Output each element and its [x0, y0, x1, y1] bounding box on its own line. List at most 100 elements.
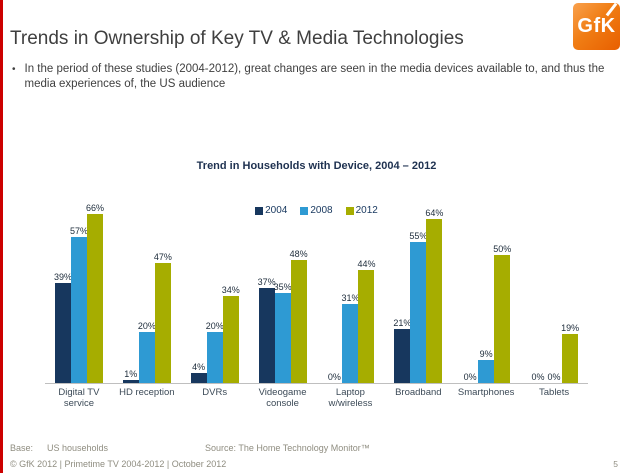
bar-slot: 48% [289, 249, 308, 383]
legend-item-2008: 2008 [300, 205, 333, 216]
bar-value-label: 35% [273, 282, 292, 292]
bar-value-label: 31% [341, 293, 360, 303]
bar-slot: 0% [326, 372, 342, 383]
bar-slot: 50% [493, 244, 512, 383]
chart-title: Trend in Households with Device, 2004 – … [196, 160, 437, 172]
bar-slot: 0% [462, 372, 478, 383]
group-bars: 21% 55% 64% [384, 192, 452, 383]
chart-group: 0% 9% 50% Smartphones [452, 192, 520, 409]
legend-swatch-icon [345, 206, 354, 215]
bullet-row: • In the period of these studies (2004-2… [12, 62, 608, 92]
bar-slot: 20% [137, 321, 156, 383]
footer-base-label: Base: [10, 443, 34, 453]
bar-2008 [138, 332, 155, 383]
category-label: Videogame console [258, 387, 307, 409]
chart-legend: 2004 2008 2012 [45, 205, 588, 216]
legend-label: 2012 [355, 205, 378, 216]
bar-value-label: 66% [85, 203, 104, 213]
bar-2008 [206, 332, 223, 383]
bar-slot: 34% [221, 285, 240, 383]
bar-2012 [358, 270, 375, 383]
bar-value-label: 19% [561, 323, 580, 333]
legend-swatch-icon [255, 206, 264, 215]
bar-slot: 44% [357, 259, 376, 383]
group-bars: 0% 9% 50% [452, 192, 520, 383]
bar-2004 [394, 329, 411, 383]
group-bars: 39% 57% 66% [45, 192, 113, 383]
group-bars: 37% 35% 48% [249, 192, 317, 383]
bar-value-label: 21% [393, 318, 412, 328]
bar-value-label: 37% [257, 277, 276, 287]
bar-value-label: 44% [357, 259, 376, 269]
slide-title: Trends in Ownership of Key TV & Media Te… [10, 28, 464, 49]
legend-label: 2008 [310, 205, 333, 216]
bar-2012 [86, 214, 103, 383]
footer-source: Source: The Home Technology Monitor™ [205, 443, 370, 453]
footer-copyright: © GfK 2012 | Primetime TV 2004-2012 | Oc… [10, 459, 227, 469]
bar-value-label: 20% [205, 321, 224, 331]
bar-slot: 0% [530, 372, 546, 383]
bar-2004 [54, 283, 71, 383]
chart-group: 1% 20% 47% HD reception [113, 192, 181, 409]
footer-base: Base: US households [10, 443, 108, 453]
category-label: Digital TV service [58, 387, 100, 409]
category-label: HD reception [119, 387, 175, 398]
bar-value-label: 9% [479, 349, 493, 359]
bar-value-label: 50% [493, 244, 512, 254]
chart-group: 39% 57% 66% Digital TV service [45, 192, 113, 409]
bar-2008 [70, 237, 87, 383]
bar-slot: 47% [153, 252, 172, 383]
group-bars: 0% 31% 44% [317, 192, 385, 383]
bar-slot: 57% [69, 226, 88, 383]
bar-slot: 19% [561, 323, 580, 383]
bar-value-label: 0% [463, 372, 477, 382]
group-bars: 1% 20% 47% [113, 192, 181, 383]
chart-group: 4% 20% 34% DVRs [181, 192, 249, 409]
bar-slot: 39% [53, 272, 72, 383]
bar-value-label: 1% [124, 369, 138, 379]
bar-2004 [190, 373, 207, 383]
bar-chart: 39% 57% 66% Digital TV service 1% 20% 47% HD re… [45, 192, 588, 409]
bar-slot: 4% [190, 362, 207, 383]
bar-2012 [154, 263, 171, 383]
bar-value-label: 64% [425, 208, 444, 218]
bar-2008 [274, 293, 291, 383]
bar-2004 [122, 380, 139, 383]
bar-slot: 37% [257, 277, 276, 383]
page-number: 5 [613, 459, 618, 469]
bar-2008 [478, 360, 495, 383]
bar-slot: 20% [205, 321, 224, 383]
bar-2012 [426, 219, 443, 383]
bar-value-label: 0% [327, 372, 341, 382]
category-label: Laptop w/wireless [328, 387, 373, 409]
bar-2008 [410, 242, 427, 383]
legend-item-2012: 2012 [345, 205, 378, 216]
bar-slot: 1% [122, 369, 139, 383]
gfk-logo-text: GfK [577, 15, 616, 37]
legend-label: 2004 [265, 205, 288, 216]
chart-group: 0% 31% 44% Laptop w/wireless [317, 192, 385, 409]
bullet-text: In the period of these studies (2004-201… [24, 63, 605, 90]
chart-groups: 39% 57% 66% Digital TV service 1% 20% 47% HD re… [45, 192, 588, 409]
bar-value-label: 20% [137, 321, 156, 331]
bar-slot: 31% [341, 293, 360, 383]
bar-value-label: 47% [153, 252, 172, 262]
chart-group: 37% 35% 48% Videogame console [249, 192, 317, 409]
bar-2012 [290, 260, 307, 383]
group-bars: 4% 20% 34% [181, 192, 249, 383]
gfk-logo: GfK [573, 3, 620, 50]
bar-2012 [494, 255, 511, 383]
chart-group: 21% 55% 64% Broadband [384, 192, 452, 409]
bar-2004 [258, 288, 275, 383]
bar-value-label: 48% [289, 249, 308, 259]
bar-slot: 35% [273, 282, 292, 383]
bar-value-label: 34% [221, 285, 240, 295]
x-axis-line [45, 383, 588, 384]
legend-swatch-icon [300, 206, 309, 215]
bar-slot: 21% [393, 318, 412, 383]
bar-value-label: 39% [53, 272, 72, 282]
bar-slot: 9% [478, 349, 495, 383]
bar-slot: 64% [425, 208, 444, 383]
bar-value-label: 57% [69, 226, 88, 236]
category-label: Broadband [395, 387, 442, 398]
